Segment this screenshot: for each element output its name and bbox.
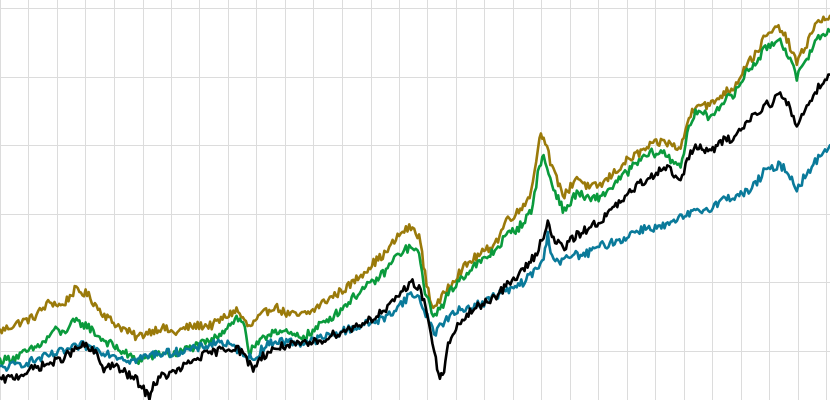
series-line-0 <box>0 14 830 342</box>
series-lines <box>0 14 830 400</box>
series-line-3 <box>0 73 830 400</box>
series-line-1 <box>0 27 830 367</box>
series-line-2 <box>0 143 830 372</box>
